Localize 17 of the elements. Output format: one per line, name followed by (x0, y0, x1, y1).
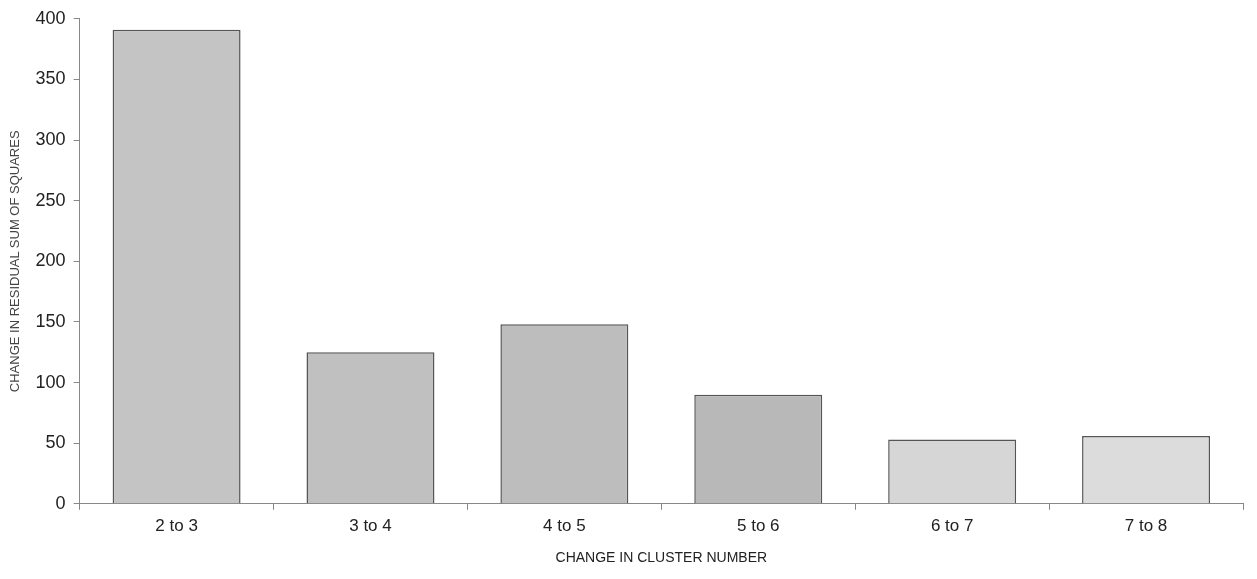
y-tick-label: 300 (35, 129, 66, 150)
x-tick-label: 2 to 3 (155, 515, 198, 535)
y-tick-label: 200 (35, 250, 66, 271)
x-tick-label: 7 to 8 (1124, 515, 1168, 535)
y-tick-label: 0 (55, 492, 66, 513)
x-tick-label: 6 to 7 (930, 515, 974, 535)
x-tick-label: 4 to 5 (543, 515, 586, 535)
y-tick-label: 150 (35, 310, 66, 331)
y-tick-label: 400 (35, 7, 66, 28)
y-axis-title: CHANGE IN RESIDUAL SUM OF SQUARES (7, 130, 23, 393)
y-tick-label: 100 (35, 371, 66, 392)
x-tick-label: 5 to 6 (736, 515, 780, 535)
y-tick-label: 250 (35, 189, 66, 210)
x-axis-title: CHANGE IN CLUSTER NUMBER (555, 549, 768, 566)
x-tick-label: 3 to 4 (349, 515, 392, 535)
y-tick-label: 350 (35, 68, 66, 89)
y-tick-label: 50 (45, 432, 66, 453)
